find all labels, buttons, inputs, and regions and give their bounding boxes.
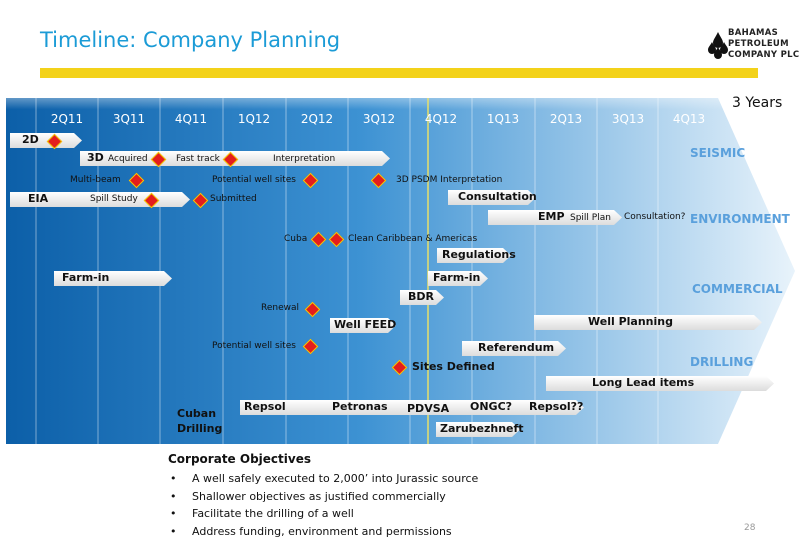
task-label-potential-well-sites: Potential well sites xyxy=(212,175,296,185)
objective-text: Address funding, environment and permiss… xyxy=(192,525,452,538)
task-label-multi-beam: Multi-beam xyxy=(70,175,121,185)
task-label-regulations: Regulations xyxy=(442,248,516,261)
task-bar-referendum xyxy=(462,341,566,356)
task-label-2d: 2D xyxy=(22,133,39,146)
objective-text: Shallower objectives as justified commer… xyxy=(192,490,446,503)
quarter-label: 3Q11 xyxy=(112,112,146,126)
task-label-repsol-q: Repsol?? xyxy=(529,400,584,413)
task-bar-2d xyxy=(10,133,82,148)
task-label-eia: EIA xyxy=(28,192,49,205)
task-label-repsol: Repsol xyxy=(244,400,286,413)
task-label-spill-plan: Spill Plan xyxy=(570,213,611,223)
objectives-title: Corporate Objectives xyxy=(168,452,311,466)
task-bar-farm-in-2 xyxy=(428,271,488,286)
objective-item: • Address funding, environment and permis… xyxy=(170,525,452,538)
task-label-petronas: Petronas xyxy=(332,400,388,413)
task-label-submitted: Submitted xyxy=(210,194,257,204)
task-label-cuba: Cuba xyxy=(284,234,308,244)
quarter-label: 1Q12 xyxy=(237,112,271,126)
quarter-label: 2Q13 xyxy=(549,112,583,126)
task-label-psdm: 3D PSDM Interpretation xyxy=(396,175,503,185)
category-environment: ENVIRONMENT xyxy=(690,212,790,226)
objective-text: Facilitate the drilling of a well xyxy=(192,507,354,520)
task-label-sites-defined: Sites Defined xyxy=(412,360,495,373)
quarter-label: 4Q13 xyxy=(672,112,706,126)
title-underline-bar xyxy=(40,68,758,78)
task-bar-cuban-partners xyxy=(240,400,584,415)
task-label-ongc: ONGC? xyxy=(470,400,513,413)
task-label-referendum: Referendum xyxy=(478,341,555,354)
objective-item: • A well safely executed to 2,000’ into J… xyxy=(170,472,479,485)
task-bar-bdr xyxy=(400,290,444,305)
task-label-well-planning: Well Planning xyxy=(588,315,673,328)
task-bar-regulations xyxy=(437,248,511,263)
page-number: 28 xyxy=(744,523,756,533)
quarter-label: 1Q13 xyxy=(486,112,520,126)
task-label-3d: 3D xyxy=(87,151,104,164)
category-commercial: COMMERCIAL xyxy=(692,282,783,296)
task-label-pdvsa: PDVSA xyxy=(407,402,450,415)
task-label-fast-track: Fast track xyxy=(176,154,220,164)
timeline-horizon-label: 3 Years xyxy=(732,95,783,111)
task-label-long-lead: Long Lead items xyxy=(592,376,695,389)
task-label-consultation-q: Consultation? xyxy=(624,212,686,222)
logo-text-line-1: BAHAMAS xyxy=(728,28,779,38)
company-logo: BAHAMAS PETROLEUM COMPANY PLC. xyxy=(706,26,800,68)
quarter-label: 4Q11 xyxy=(174,112,208,126)
task-label-emp: EMP xyxy=(538,210,565,223)
task-label-spill-study: Spill Study xyxy=(90,194,138,204)
quarter-label: 2Q11 xyxy=(50,112,84,126)
quarter-label: 2Q12 xyxy=(300,112,334,126)
task-label-consultation: Consultation xyxy=(458,190,537,203)
task-label-acquired: Acquired xyxy=(108,154,148,164)
logo-text-line-3: COMPANY PLC. xyxy=(728,50,800,60)
task-label-clean-caribbean: Clean Caribbean & Americas xyxy=(348,234,478,244)
quarter-label: 3Q12 xyxy=(362,112,396,126)
task-label-renewal: Renewal xyxy=(261,303,300,313)
category-drilling: DRILLING xyxy=(690,355,754,369)
task-bar-long-lead xyxy=(546,376,774,391)
task-bar-well-planning xyxy=(534,315,762,330)
task-label-cuban-drilling: Cuban Drilling xyxy=(177,407,223,435)
task-bar-farm-in-1 xyxy=(54,271,172,286)
logo-text-line-2: PETROLEUM xyxy=(728,39,789,49)
task-bar-zarubezhneft xyxy=(436,422,520,437)
task-label-bdr: BDR xyxy=(408,290,434,303)
objective-item: • Facilitate the drilling of a well xyxy=(170,507,354,520)
quarter-label: 3Q13 xyxy=(611,112,645,126)
timeline-arrow xyxy=(6,98,795,444)
task-label-zarubezhneft: Zarubezhneft xyxy=(440,422,524,435)
task-bar-emp xyxy=(488,210,622,225)
objective-text: A well safely executed to 2,000’ into Ju… xyxy=(192,472,479,485)
oil-drops-icon xyxy=(708,32,728,59)
task-label-potential-well-sites-drilling: Potential well sites xyxy=(212,341,296,351)
category-seismic: SEISMIC xyxy=(690,146,746,160)
task-bar-eia xyxy=(10,192,190,207)
task-label-farm-in-2: Farm-in xyxy=(433,271,481,284)
task-bar-well-feed xyxy=(330,318,396,333)
task-label-farm-in-1: Farm-in xyxy=(62,271,110,284)
task-label-interpretation: Interpretation xyxy=(273,154,336,164)
quarter-label: 4Q12 xyxy=(424,112,458,126)
page-title: Timeline: Company Planning xyxy=(40,28,341,52)
task-bar-consultation xyxy=(448,190,536,205)
task-label-well-feed: Well FEED xyxy=(334,318,397,331)
objective-item: • Shallower objectives as justified comme… xyxy=(170,490,446,503)
